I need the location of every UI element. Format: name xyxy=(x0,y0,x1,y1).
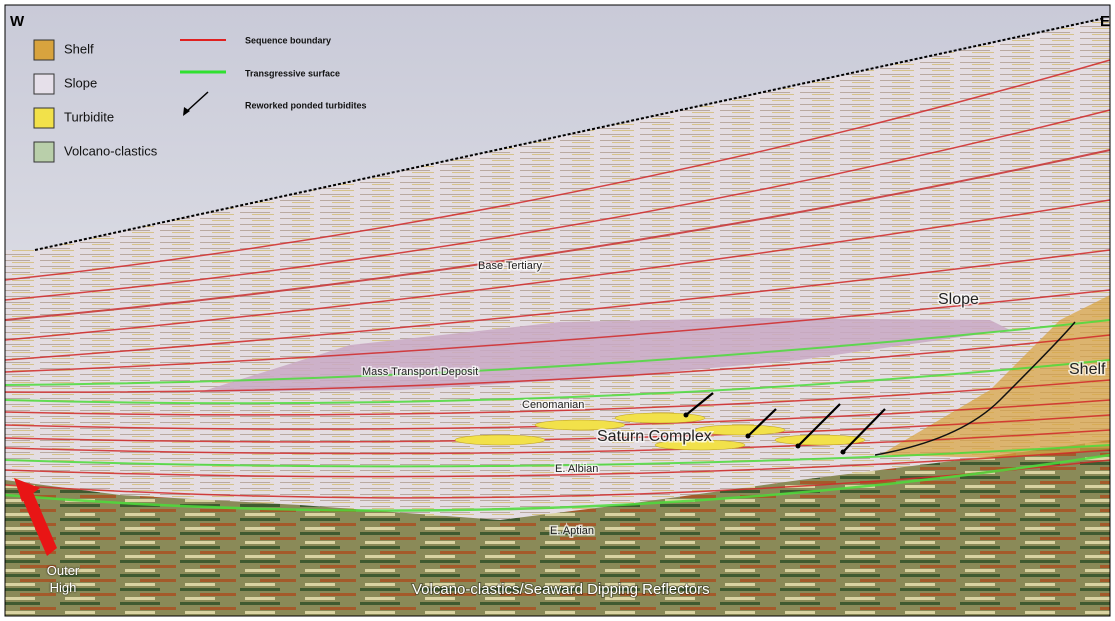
horizons xyxy=(4,59,1111,512)
horizon-label: E. Aptian xyxy=(550,525,594,537)
turbidite-lens xyxy=(654,439,746,451)
legend-arrow xyxy=(185,91,209,113)
horizon-line xyxy=(4,289,1111,373)
facies-label: Mass Transport Deposit xyxy=(362,366,478,378)
turbidite-lens xyxy=(454,434,546,446)
legend-label: Slope xyxy=(64,75,97,90)
horizon-line xyxy=(4,249,1111,361)
outer-high-arrow xyxy=(22,490,57,556)
horizon-line xyxy=(4,149,1111,321)
horizon-label: E. Albian xyxy=(555,463,598,475)
facies-label: Volcano-clastics/Seaward Dipping Reflect… xyxy=(412,581,710,598)
compass-west: W xyxy=(10,13,25,30)
legend-swatch xyxy=(33,141,55,163)
turbidite-arrowhead xyxy=(840,449,846,455)
horizon-line xyxy=(4,334,1111,393)
legend-swatch xyxy=(33,39,55,61)
frame xyxy=(4,4,1111,617)
horizon-line xyxy=(4,453,1111,512)
legend-label: Turbidite xyxy=(64,109,114,124)
horizon-line xyxy=(4,109,1111,301)
horizon-label: Base Tertiary xyxy=(478,260,542,272)
facies-label: Shelf xyxy=(1069,361,1106,378)
horizon-line xyxy=(4,59,1111,281)
turbidite-lens xyxy=(614,412,706,424)
turbidite-arrow xyxy=(797,403,841,447)
facies-label: Slope xyxy=(938,291,979,308)
legend-label: Shelf xyxy=(64,41,94,56)
legend-label: Sequence boundary xyxy=(245,35,331,45)
turbidite-arrow xyxy=(685,392,714,416)
compass-east: E xyxy=(1100,13,1110,30)
horizon-label: Cenomanian xyxy=(522,399,584,411)
turbidite-lens xyxy=(534,419,626,431)
turbidite-lens xyxy=(774,434,866,446)
shelf-body xyxy=(880,295,1110,458)
turbidite-arrow xyxy=(747,408,777,437)
legend-swatch xyxy=(33,73,55,95)
slope-edge xyxy=(874,321,1076,456)
horizon-line xyxy=(4,459,1111,499)
horizon-line xyxy=(4,429,1111,455)
horizon-line xyxy=(4,449,1111,478)
horizon-line xyxy=(4,379,1111,416)
turbidite-arrows xyxy=(683,392,886,455)
horizon-line xyxy=(4,319,1111,386)
horizon-line xyxy=(4,199,1111,341)
outer-high-arrowhead xyxy=(14,478,40,502)
legend-arrowhead xyxy=(183,107,190,116)
horizon-line xyxy=(4,444,1111,468)
turbidite-arrowhead xyxy=(683,412,689,418)
legend-label: Volcano-clastics xyxy=(64,143,158,158)
water-column xyxy=(5,5,1110,250)
turbidite-arrowhead xyxy=(745,433,751,439)
turbidite-arrowhead xyxy=(795,443,801,449)
legend-label: Reworked ponded turbidites xyxy=(245,100,367,110)
outer-high-label: Outer High xyxy=(46,563,80,595)
horizon-line xyxy=(4,414,1111,443)
facies-label: Saturn Complex xyxy=(597,428,712,445)
turbidite-lens xyxy=(694,424,786,436)
seafloor xyxy=(34,17,1106,251)
legend-swatch xyxy=(33,107,55,129)
turbidite-arrow xyxy=(842,408,886,453)
legend: Shelf Slope Turbidite Volcano-clastics S… xyxy=(33,35,367,163)
horizon-line xyxy=(4,359,1111,405)
legend-label: Transgressive surface xyxy=(245,68,340,78)
